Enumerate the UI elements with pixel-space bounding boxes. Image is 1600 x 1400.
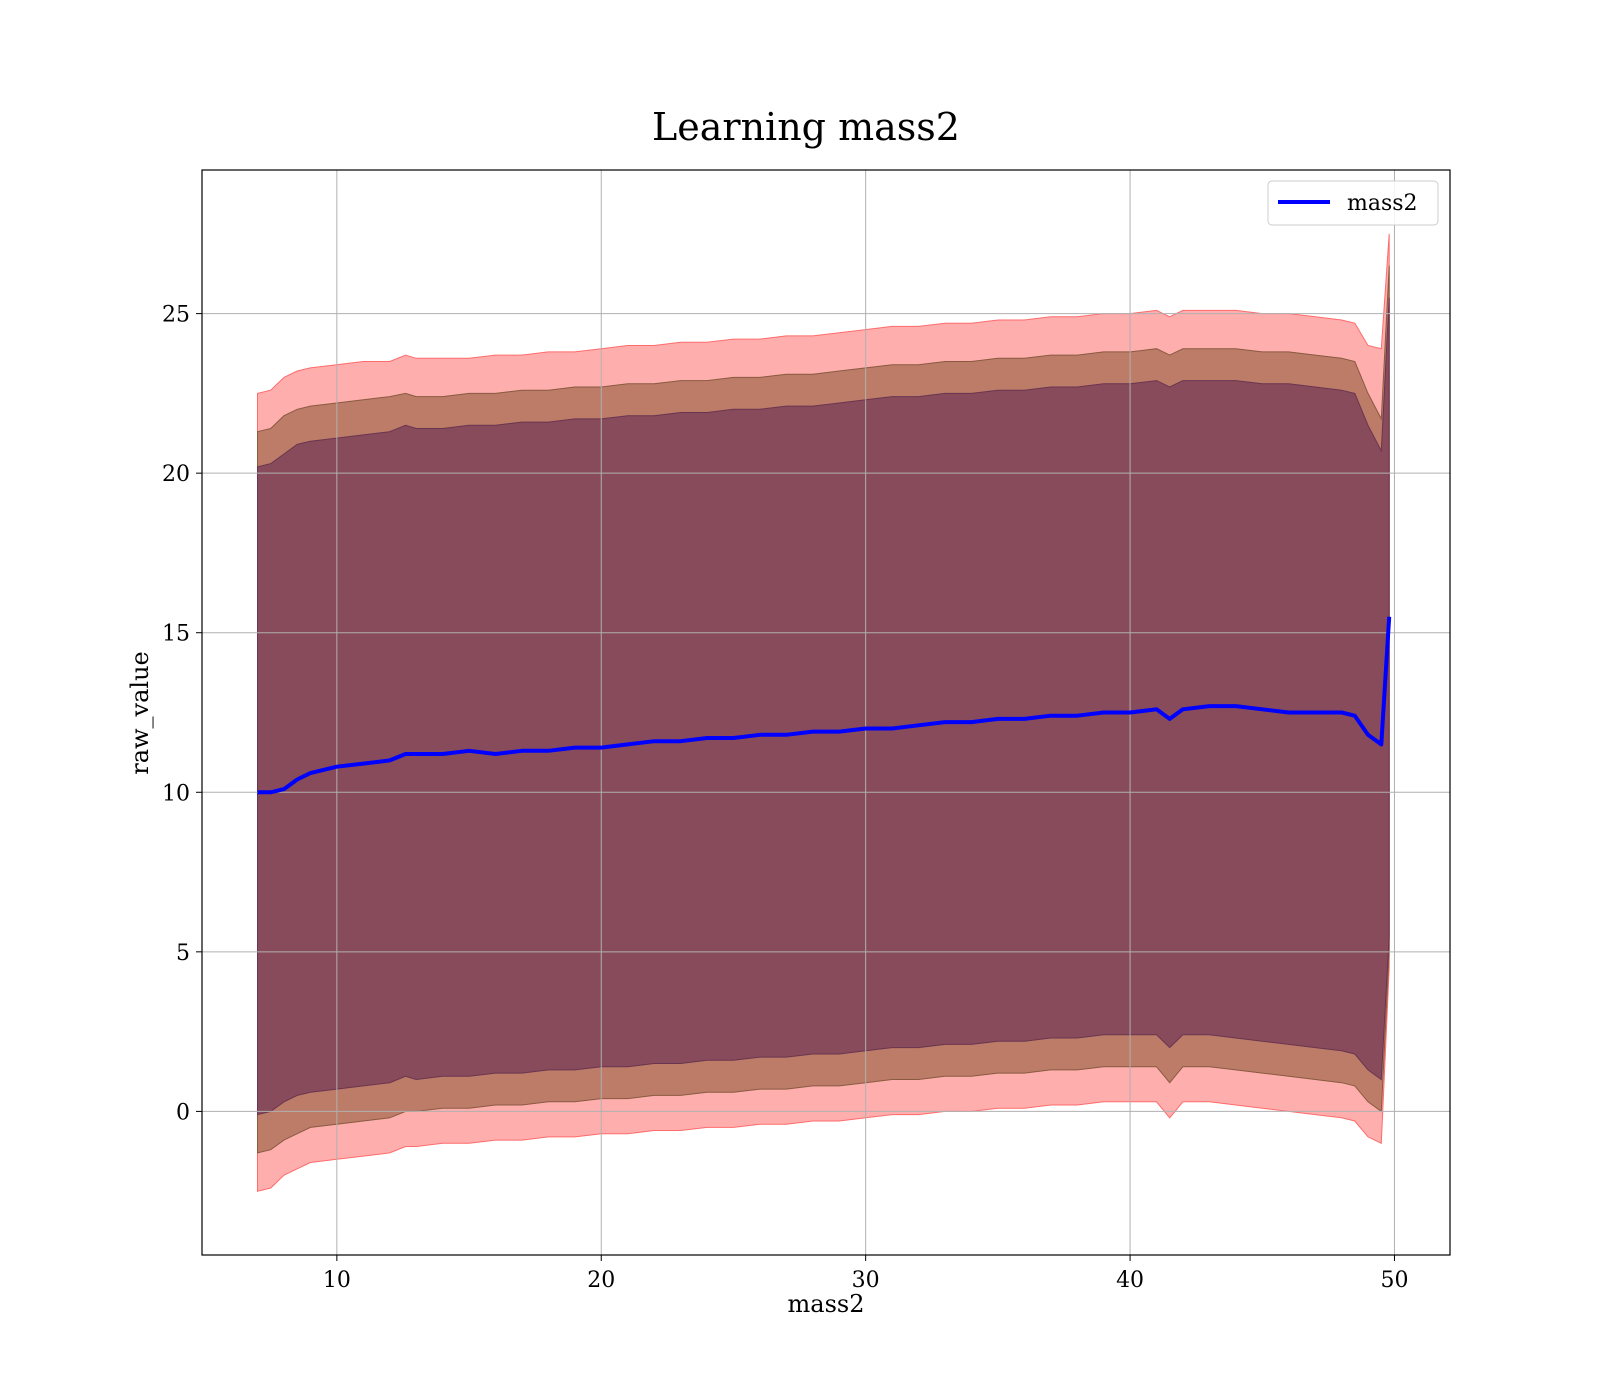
chart-title: Learning mass2 [652, 105, 960, 149]
y-axis-label: raw_value [126, 651, 154, 775]
y-tick-label-20: 20 [162, 462, 190, 487]
plot-frame [201, 169, 1451, 1256]
x-axis-ticks: 10 20 30 40 50 [323, 1255, 1408, 1293]
y-tick-label-0: 0 [176, 1100, 190, 1125]
y-tick-label-15: 15 [162, 622, 190, 647]
x-axis-label: mass2 [788, 1290, 865, 1318]
legend-label-mass2: mass2 [1347, 191, 1418, 216]
confidence-bands [257, 233, 1390, 1192]
grid-lines [202, 170, 1450, 1255]
legend-box [1267, 180, 1439, 226]
y-tick-label-5: 5 [176, 941, 190, 966]
y-axis-ticks: 0 5 10 15 20 25 [162, 303, 202, 1125]
x-tick-label-50: 50 [1380, 1268, 1408, 1293]
y-tick-label-25: 25 [162, 303, 190, 328]
series-layer [257, 616, 1392, 795]
x-tick-label-20: 20 [587, 1268, 615, 1293]
series-line-mass2 [257, 616, 1392, 795]
legend: mass2 [1267, 180, 1439, 226]
x-tick-label-40: 40 [1116, 1268, 1144, 1293]
x-tick-label-10: 10 [323, 1268, 351, 1293]
x-tick-label-30: 30 [852, 1268, 880, 1293]
y-tick-label-10: 10 [162, 781, 190, 806]
band-inner [257, 297, 1390, 1116]
